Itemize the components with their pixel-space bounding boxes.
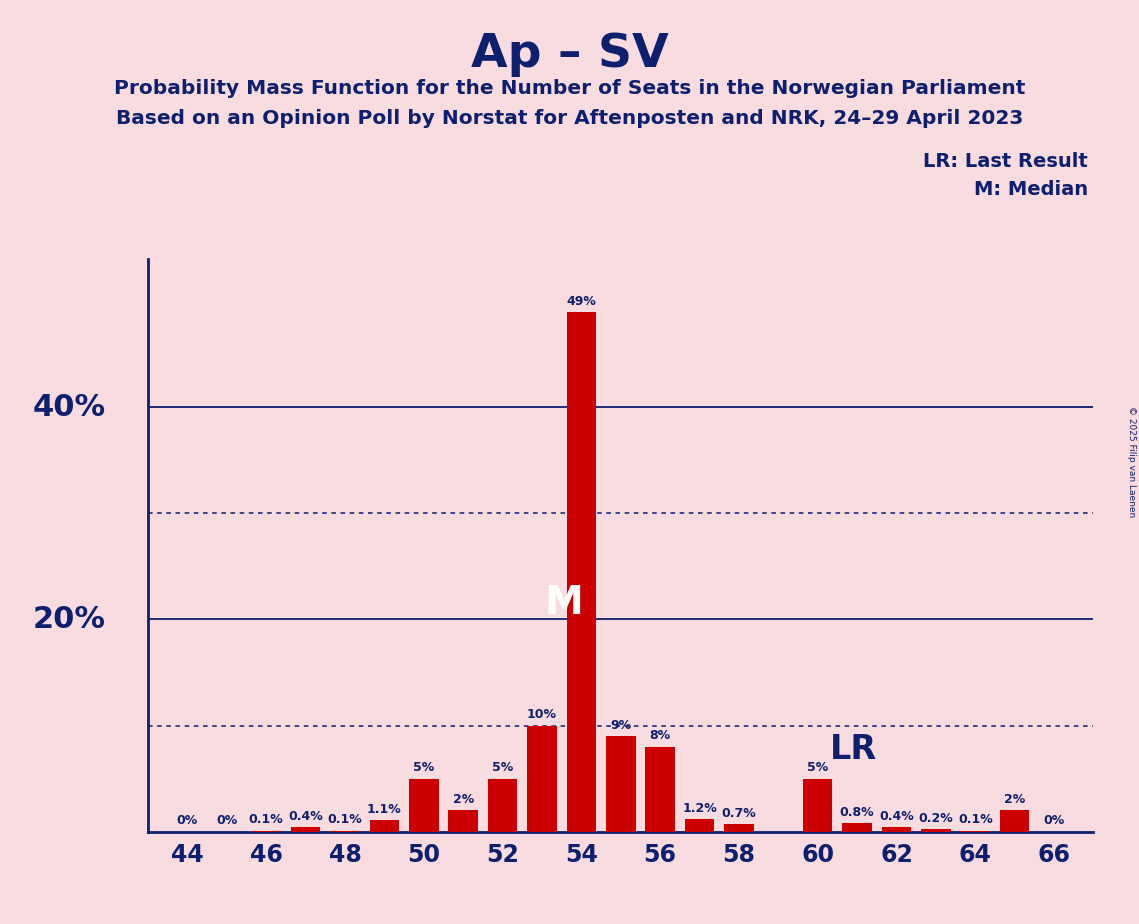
Text: 5%: 5% (413, 761, 434, 774)
Text: © 2025 Filip van Laenen: © 2025 Filip van Laenen (1126, 407, 1136, 517)
Bar (252, 831, 281, 832)
Text: 1.1%: 1.1% (367, 803, 402, 816)
Text: 0.4%: 0.4% (879, 810, 913, 823)
Text: 2%: 2% (452, 793, 474, 806)
Text: 0.8%: 0.8% (839, 806, 875, 819)
Text: 40%: 40% (32, 393, 106, 421)
Bar (290, 827, 320, 832)
Text: LR: Last Result: LR: Last Result (923, 152, 1088, 172)
Bar (646, 747, 675, 832)
Bar (487, 779, 517, 832)
Text: M: Median: M: Median (974, 180, 1088, 200)
Bar (882, 827, 911, 832)
Text: 10%: 10% (527, 709, 557, 722)
Bar (960, 831, 990, 832)
Text: 49%: 49% (566, 295, 597, 308)
Bar (685, 819, 714, 832)
Text: 0.1%: 0.1% (958, 813, 993, 826)
Bar (330, 831, 360, 832)
Bar (566, 311, 596, 832)
Text: 0%: 0% (177, 814, 198, 827)
Bar (921, 830, 951, 832)
Text: Ap – SV: Ap – SV (470, 32, 669, 78)
Text: 0.7%: 0.7% (721, 807, 756, 820)
Text: Probability Mass Function for the Number of Seats in the Norwegian Parliament: Probability Mass Function for the Number… (114, 79, 1025, 98)
Text: Based on an Opinion Poll by Norstat for Aftenposten and NRK, 24–29 April 2023: Based on an Opinion Poll by Norstat for … (116, 109, 1023, 128)
Bar (527, 725, 557, 832)
Bar (370, 820, 399, 832)
Text: 0.4%: 0.4% (288, 810, 323, 823)
Text: 0.1%: 0.1% (248, 813, 284, 826)
Bar (449, 810, 478, 832)
Bar (1000, 810, 1030, 832)
Bar (724, 824, 754, 832)
Text: 1.2%: 1.2% (682, 802, 716, 815)
Bar (606, 736, 636, 832)
Text: 2%: 2% (1005, 793, 1025, 806)
Text: 5%: 5% (492, 761, 514, 774)
Bar (843, 823, 871, 832)
Text: 20%: 20% (33, 605, 106, 634)
Text: LR: LR (829, 733, 877, 766)
Text: 8%: 8% (649, 729, 671, 743)
Text: 5%: 5% (808, 761, 828, 774)
Text: M: M (544, 584, 583, 622)
Text: 9%: 9% (611, 719, 631, 732)
Text: 0.2%: 0.2% (918, 812, 953, 825)
Bar (803, 779, 833, 832)
Text: 0%: 0% (216, 814, 237, 827)
Text: 0%: 0% (1043, 814, 1065, 827)
Bar (409, 779, 439, 832)
Text: 0.1%: 0.1% (328, 813, 362, 826)
